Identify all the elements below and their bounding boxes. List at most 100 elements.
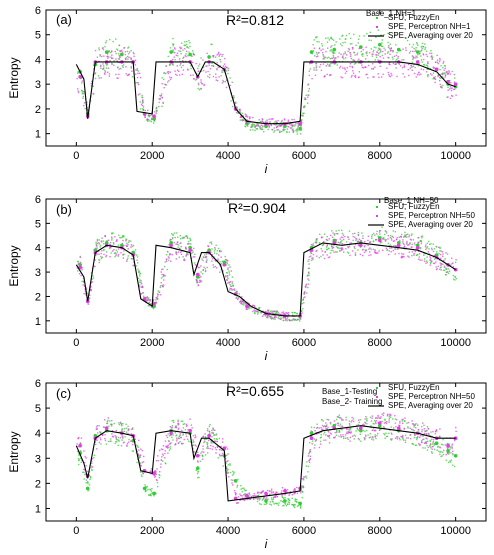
scatter-cloud-dot — [113, 252, 116, 255]
scatter-cloud-dot — [303, 292, 306, 294]
scatter-cloud-dot — [243, 489, 246, 491]
scatter-cloud-dot — [140, 280, 142, 282]
scatter-cloud-dot — [453, 465, 456, 468]
scatter-cloud-dot — [369, 251, 371, 253]
scatter-cloud-dot — [262, 498, 264, 500]
plot-area — [75, 226, 458, 322]
scatter-cloud-dot — [217, 247, 220, 250]
scatter-cloud-dot — [131, 428, 134, 430]
scatter-cloud-dot — [398, 236, 401, 238]
scatter-cloud-dot — [332, 246, 335, 249]
scatter-cloud-dot — [380, 76, 383, 78]
scatter-cloud-dot — [370, 254, 372, 256]
scatter-cloud-dot — [425, 433, 428, 435]
scatter-cloud-dot — [155, 301, 157, 303]
scatter-cloud-dot — [280, 122, 282, 124]
scatter-cloud-dot — [159, 449, 161, 452]
scatter-cloud-dot — [175, 54, 178, 57]
scatter-cloud-dot — [371, 429, 374, 432]
scatter-cloud-dot — [153, 111, 156, 113]
scatter-cloud-dot — [429, 440, 431, 443]
y-tick-label: 4 — [35, 428, 41, 440]
scatter-cloud-dot — [193, 450, 195, 453]
scatter-cloud-dot — [194, 253, 196, 256]
scatter-cloud-dot — [345, 432, 348, 435]
scatter-cloud-dot — [288, 318, 290, 321]
scatter-cloud-dot — [258, 306, 261, 309]
scatter-cloud-dot — [339, 238, 341, 240]
scatter-cloud-dot — [315, 242, 318, 244]
scatter-cloud-dot — [279, 122, 281, 124]
scatter-cloud-dot — [246, 115, 248, 118]
scatter-cloud-dot — [185, 50, 188, 53]
scatter-cloud-dot — [280, 318, 282, 320]
scatter-cloud-dot — [157, 460, 160, 462]
scatter-cloud-dot — [127, 428, 130, 430]
scatter-cloud-dot — [147, 304, 150, 307]
scatter-cloud-dot — [221, 260, 223, 263]
scatter-cloud-dot — [127, 429, 129, 432]
scatter-cloud-dot — [341, 76, 344, 79]
scatter-cloud-dot — [387, 242, 390, 245]
scatter-cloud-dot — [362, 249, 364, 251]
scatter-cloud-dot — [423, 424, 425, 426]
scatter-cloud-dot — [163, 274, 165, 276]
scatter-cloud-dot — [105, 251, 108, 253]
scatter-cloud-dot — [303, 296, 305, 299]
scatter-cloud-dot — [286, 131, 288, 133]
scatter-cloud-dot — [390, 426, 392, 428]
scatter-cloud-dot — [378, 76, 380, 79]
scatter-cloud-dot — [83, 285, 86, 287]
scatter-cloud-dot — [308, 453, 310, 455]
scatter-cloud-dot — [144, 489, 147, 492]
scatter-cloud-dot — [171, 253, 174, 256]
scatter-cloud-dot — [296, 486, 298, 489]
scatter-cloud-dot — [229, 471, 232, 474]
scatter-cloud-dot — [203, 84, 205, 87]
scatter-cloud-dot — [168, 257, 170, 259]
scatter-cloud-dot — [206, 438, 208, 440]
scatter-cloud-dot — [414, 250, 417, 253]
scatter-cloud-dot — [335, 239, 337, 241]
scatter-cloud-dot — [161, 105, 163, 108]
scatter-cloud-dot — [77, 445, 79, 448]
scatter-cloud-dot — [243, 304, 245, 306]
scatter-cloud-dot — [302, 491, 304, 493]
scatter-cloud-dot — [325, 439, 327, 441]
scatter-cloud-dot — [342, 67, 344, 69]
scatter-cloud-dot — [307, 283, 310, 285]
scatter-cloud-dot — [358, 38, 360, 40]
scatter-cloud-dot — [142, 472, 144, 475]
scatter-cloud-dot — [98, 49, 100, 51]
scatter-cloud-dot — [286, 319, 288, 322]
scatter-cloud-dot — [168, 259, 170, 261]
scatter-cloud-dot — [414, 244, 416, 246]
scatter-cloud-dot — [118, 422, 120, 424]
scatter-cloud-dot — [228, 264, 230, 266]
scatter-cloud-dot — [86, 481, 89, 483]
scatter-cloud-dot — [276, 126, 279, 128]
scatter-cloud-dot — [313, 447, 316, 449]
scatter-cloud-dot — [439, 446, 441, 448]
scatter-cloud-dot — [163, 86, 165, 89]
scatter-cloud-dot — [116, 240, 118, 242]
scatter-cloud-dot — [279, 318, 282, 320]
scatter-cloud-dot — [117, 66, 119, 69]
scatter-cloud-dot — [357, 233, 359, 236]
scatter-cloud-dot — [290, 126, 292, 129]
scatter-cloud-dot — [425, 442, 428, 445]
scatter-cloud-dot — [134, 59, 137, 61]
scatter-cloud-dot — [94, 73, 96, 75]
scatter-cloud-dot — [293, 489, 295, 492]
scatter-cloud-dot — [436, 59, 439, 61]
scatter-cloud-dot — [372, 53, 374, 55]
scatter-cloud-dot — [376, 434, 378, 437]
scatter-cloud-dot — [110, 247, 112, 249]
scatter-cloud-dot — [350, 54, 352, 56]
scatter-cloud-dot — [222, 270, 224, 272]
scatter-cloud-dot — [212, 54, 215, 57]
scatter-cloud-dot — [209, 68, 212, 70]
scatter-cloud-dot — [308, 279, 310, 281]
scatter-cloud-dot — [356, 428, 359, 430]
scatter-cloud-dot — [291, 503, 293, 506]
